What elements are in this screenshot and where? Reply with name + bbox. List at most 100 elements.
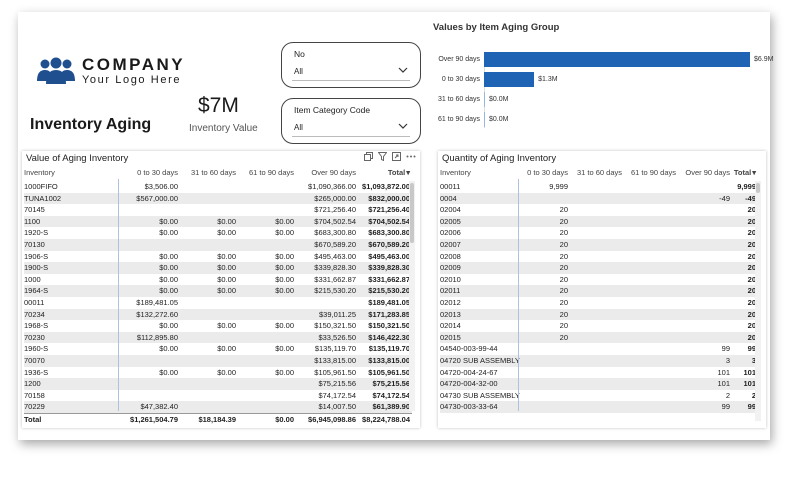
table-cell [238, 181, 296, 193]
bar-chart-title: Values by Item Aging Group [433, 22, 560, 33]
table-cell [238, 355, 296, 367]
slicer-item-category-dropdown[interactable]: All [292, 120, 410, 137]
table-row[interactable]: TUNA1002 $567,000.00 $265,000.00 $832,000.0… [24, 192, 412, 205]
table-cell: $721,256.40 [314, 205, 356, 215]
table-cell: $132,272.60 [136, 309, 178, 319]
table-row[interactable]: 04730 SUB ASSEMBLY 2 2 [440, 390, 758, 402]
table-row[interactable]: 1964-S $0.00 $0.00 $0.00 $215,530.20 $215,530… [24, 285, 412, 297]
column-header[interactable]: Over 90 days [685, 168, 730, 177]
table-row[interactable]: 02007 20 20 [440, 239, 758, 251]
table-row[interactable]: 1960-S $0.00 $0.00 $0.00 $135,119.70 $135,119… [24, 343, 412, 355]
bar-0-to-30-days[interactable] [484, 72, 535, 87]
column-header[interactable]: 31 to 60 days [190, 168, 236, 177]
table-cell [624, 332, 678, 344]
column-header[interactable]: 31 to 60 days [576, 168, 622, 177]
table-row[interactable]: 1200 $75,215.56 $75,215.56 [24, 378, 412, 390]
table-cell: $339,828.30 [368, 263, 410, 273]
vertical-scrollbar[interactable] [755, 181, 761, 421]
table-cell [238, 193, 296, 205]
column-header[interactable]: Inventory [440, 168, 471, 177]
table-row[interactable]: 02006 20 20 [440, 227, 758, 239]
table-row[interactable]: 1906-S $0.00 $0.00 $0.00 $495,463.00 $495,463… [24, 251, 412, 263]
table-row[interactable]: 70070 $133,815.00 $133,815.00 [24, 355, 412, 367]
table-cell: $1,090,366.00 [308, 182, 356, 191]
focus-mode-icon[interactable] [392, 152, 401, 161]
table-row[interactable]: 02015 20 20 [440, 331, 758, 344]
table-row[interactable]: 02011 20 20 [440, 285, 758, 297]
table-row[interactable]: 70234 $132,272.60 $39,011.25 $171,283.85 [24, 308, 412, 321]
table-cell [180, 181, 238, 193]
table-cell: 20 [559, 205, 568, 215]
table-row[interactable]: 0004 -49 -49 [440, 192, 758, 205]
table-cell [238, 401, 296, 413]
column-header[interactable]: Over 90 days [311, 168, 356, 177]
table-cell: $832,000.00 [368, 193, 410, 203]
table-row[interactable]: 04730-003-33-64 99 99 [440, 401, 758, 413]
column-header[interactable]: 61 to 90 days [248, 168, 294, 177]
table-cell [180, 193, 238, 205]
slicer-no-dropdown[interactable]: All [292, 64, 410, 81]
table-row[interactable]: 04720-004-32-00 101 101 [440, 378, 758, 390]
table-cell: 02015 [440, 332, 461, 342]
sort-desc-icon[interactable]: ▾ [406, 168, 410, 177]
table-row[interactable]: 02008 20 20 [440, 251, 758, 263]
bar-61-to-90-days[interactable] [484, 112, 485, 127]
table-cell: 00011 [24, 298, 45, 307]
table-cell: 04730-003-33-64 [440, 402, 498, 412]
table-row[interactable]: 1920-S $0.00 $0.00 $0.00 $683,300.80 $683,300… [24, 227, 412, 239]
slicer-no-title: No [294, 49, 305, 59]
table-row[interactable]: 1100 $0.00 $0.00 $0.00 $704,502.54 $704,502.5… [24, 215, 412, 228]
table-row[interactable]: 04720 SUB ASSEMBLY 3 3 [440, 355, 758, 367]
table-cell: $721,256.40 [368, 205, 410, 215]
table-cell: 99 [721, 344, 730, 354]
filter-icon[interactable] [378, 152, 387, 161]
bar-over-90-days[interactable] [484, 52, 750, 67]
table-row[interactable]: 1900-S $0.00 $0.00 $0.00 $339,828.30 $339,828… [24, 262, 412, 274]
column-header[interactable]: 0 to 30 days [527, 168, 568, 177]
table-row[interactable]: 02010 20 20 [440, 274, 758, 286]
table-row[interactable]: 02009 20 20 [440, 262, 758, 274]
table-cell: 04720 SUB ASSEMBLY [440, 356, 520, 365]
table-row[interactable]: 70158 $74,172.54 $74,172.54 [24, 390, 412, 402]
table-row[interactable]: 1968-S $0.00 $0.00 $0.00 $150,321.50 $150,321… [24, 320, 412, 332]
table-row[interactable]: 70145 $721,256.40 $721,256.40 [24, 204, 412, 216]
column-header[interactable]: Total▾ [387, 168, 410, 177]
qty-table-panel: Quantity of Aging Inventory Inventory 0 t… [438, 151, 766, 428]
bar-31-to-60-days[interactable] [484, 92, 485, 107]
table-row[interactable]: 02004 20 20 [440, 204, 758, 216]
table-cell: $0.00 [217, 367, 236, 377]
table-row[interactable]: 02014 20 20 [440, 320, 758, 332]
table-cell [570, 343, 624, 355]
table-row[interactable]: 70130 $670,589.20 $670,589.20 [24, 239, 412, 251]
table-row[interactable]: 02013 20 20 [440, 308, 758, 321]
table-row[interactable]: 04540-003-99-44 99 99 [440, 343, 758, 355]
table-row[interactable]: 00011 9,999 9,999 [440, 181, 758, 193]
table-cell: 00011 [440, 182, 461, 191]
column-header[interactable]: Inventory [24, 168, 55, 177]
column-header[interactable]: 0 to 30 days [137, 168, 178, 177]
table-row[interactable]: 00011 $189,481.05 $189,481.05 [24, 297, 412, 309]
table-row[interactable]: 02005 20 20 [440, 215, 758, 228]
table-cell: 99 [747, 344, 756, 354]
column-header[interactable]: Total▾ [733, 168, 756, 177]
table-cell [570, 262, 624, 274]
table-row[interactable]: 1936-S $0.00 $0.00 $0.00 $105,961.50 $105,961… [24, 367, 412, 379]
table-row[interactable]: 1000FIFO $3,506.00 $1,090,366.00 $1,093,872… [24, 181, 412, 193]
column-divider [118, 179, 119, 411]
scrollbar-thumb[interactable] [756, 183, 760, 193]
sort-desc-icon[interactable]: ▾ [752, 168, 756, 177]
table-row[interactable]: 70230 $112,895.80 $33,526.50 $146,422.30 [24, 331, 412, 344]
column-header[interactable]: 61 to 90 days [630, 168, 676, 177]
table-cell [624, 181, 678, 193]
table-row[interactable]: 02012 20 20 [440, 297, 758, 309]
table-row[interactable]: 70229 $47,382.40 $14,007.50 $61,389.90 [24, 401, 412, 413]
table-cell [180, 309, 238, 321]
table-cell: 20 [747, 228, 756, 238]
copy-icon[interactable] [364, 152, 373, 161]
table-cell [570, 390, 624, 402]
table-row[interactable]: 1000 $0.00 $0.00 $0.00 $331,662.87 $331,662.8… [24, 274, 412, 286]
scrollbar-thumb[interactable] [410, 183, 414, 243]
table-row[interactable]: 04720-004-24-67 101 101 [440, 367, 758, 379]
vertical-scrollbar[interactable] [409, 181, 415, 411]
more-options-icon[interactable] [406, 152, 416, 161]
